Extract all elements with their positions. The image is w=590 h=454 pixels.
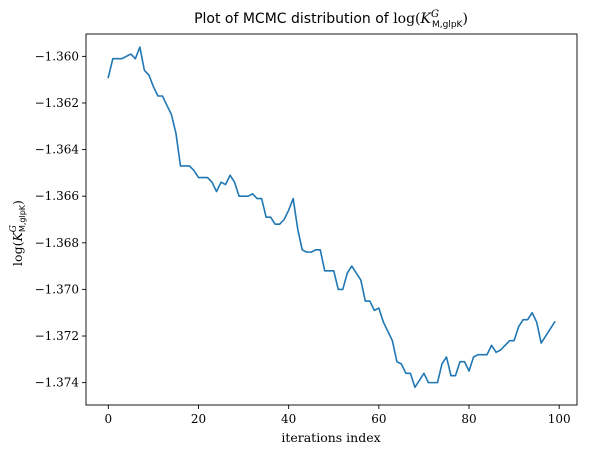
title-superscript: G [431,9,439,20]
y-tick-label-4: −1.368 [35,236,79,250]
x-tick-label-40: 40 [281,412,296,426]
y-tick-label-1: −1.362 [35,96,79,110]
title-symbol: K [420,11,433,27]
y-tick-label-2: −1.364 [35,143,80,157]
title-prefix: Plot of MCMC distribution of [194,11,393,27]
x-axis-label: iterations index [281,430,380,445]
title-math: log( [393,11,420,27]
title-suffix: ) [462,11,467,27]
x-tick-label-60: 60 [371,412,386,426]
y-label-subscript: M,glpK [18,204,27,232]
x-tick-label-20: 20 [191,412,206,426]
y-axis-label: log(KGM,glpK) [9,200,27,266]
chart-title: Plot of MCMC distribution of log(KG M,glp… [194,9,468,30]
y-tick-label-7: −1.374 [35,376,80,390]
y-label-suffix: ) [10,200,25,205]
axes-frame [85,33,578,406]
y-tick-label-5: −1.370 [35,282,79,296]
x-tick-label-80: 80 [461,412,476,426]
x-tick-label-100: 100 [548,412,571,426]
y-label-math: log( [10,242,25,266]
y-tick-label-3: −1.366 [35,189,79,203]
series-line-0 [107,46,556,389]
y-tick-label-6: −1.372 [35,329,79,343]
title-subscript: M,glpK [432,20,464,30]
plot-area: 0 20 40 60 80 100 −1.360 −1.362 −1.364 −1.366 −1.3… [35,33,578,426]
y-label-superscript: G [9,225,19,232]
y-label-symbol: K [10,232,25,243]
y-tick-label-0: −1.360 [35,49,79,63]
x-tick-label-0: 0 [104,412,112,426]
